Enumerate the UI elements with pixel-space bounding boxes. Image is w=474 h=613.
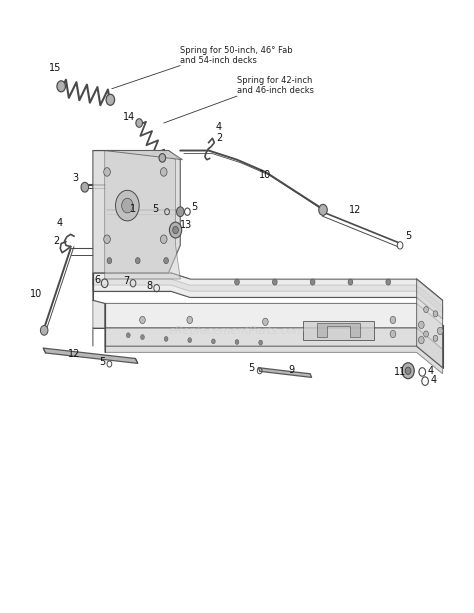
Circle shape xyxy=(310,279,315,285)
Polygon shape xyxy=(258,368,312,378)
Text: Spring for 50-inch, 46° Fab
and 54-inch decks: Spring for 50-inch, 46° Fab and 54-inch … xyxy=(180,45,293,65)
Text: 15: 15 xyxy=(49,63,61,73)
Text: Spring for 42-inch
and 46-inch decks: Spring for 42-inch and 46-inch decks xyxy=(237,76,314,96)
Circle shape xyxy=(164,337,168,341)
Text: 2: 2 xyxy=(216,133,222,143)
Circle shape xyxy=(141,335,145,340)
Text: eReplacementParts.com: eReplacementParts.com xyxy=(169,326,305,336)
Circle shape xyxy=(390,316,396,324)
Circle shape xyxy=(57,81,65,92)
Circle shape xyxy=(211,339,215,344)
Circle shape xyxy=(176,207,184,216)
Circle shape xyxy=(81,182,89,192)
Circle shape xyxy=(40,326,48,335)
Circle shape xyxy=(424,306,428,313)
Circle shape xyxy=(273,279,277,285)
Text: 12: 12 xyxy=(349,205,361,216)
Text: 14: 14 xyxy=(123,112,136,122)
Text: 4: 4 xyxy=(57,218,63,227)
Circle shape xyxy=(187,316,192,324)
Circle shape xyxy=(169,222,182,238)
Text: 5: 5 xyxy=(405,231,411,241)
Circle shape xyxy=(160,168,167,176)
Circle shape xyxy=(405,367,411,375)
Circle shape xyxy=(259,340,263,345)
Text: 9: 9 xyxy=(288,365,294,375)
Text: 3: 3 xyxy=(73,173,78,183)
Polygon shape xyxy=(93,273,443,319)
Polygon shape xyxy=(105,151,180,279)
Circle shape xyxy=(104,235,110,243)
Text: 4: 4 xyxy=(430,375,437,385)
Circle shape xyxy=(106,94,115,105)
Circle shape xyxy=(348,279,353,285)
Polygon shape xyxy=(93,151,180,273)
Polygon shape xyxy=(93,151,182,160)
Text: 10: 10 xyxy=(30,289,42,299)
Text: 6: 6 xyxy=(94,275,100,285)
Circle shape xyxy=(136,257,140,264)
Text: 4: 4 xyxy=(216,123,222,132)
Circle shape xyxy=(402,363,414,379)
Text: 8: 8 xyxy=(146,281,153,291)
Circle shape xyxy=(122,198,133,213)
Text: 11: 11 xyxy=(394,367,406,377)
Polygon shape xyxy=(93,273,105,346)
Polygon shape xyxy=(105,346,443,374)
Circle shape xyxy=(433,311,438,317)
Circle shape xyxy=(160,235,167,243)
Polygon shape xyxy=(105,328,443,368)
Circle shape xyxy=(136,119,143,128)
Text: 12: 12 xyxy=(68,349,80,359)
Polygon shape xyxy=(43,348,138,364)
Polygon shape xyxy=(105,303,443,349)
Text: 1: 1 xyxy=(130,204,136,214)
Circle shape xyxy=(419,321,424,329)
Text: 5: 5 xyxy=(191,202,198,212)
Text: 5: 5 xyxy=(153,204,159,214)
Circle shape xyxy=(433,335,438,341)
Circle shape xyxy=(235,279,239,285)
Polygon shape xyxy=(318,323,360,337)
Text: 4: 4 xyxy=(428,366,434,376)
Polygon shape xyxy=(303,321,374,340)
Circle shape xyxy=(140,316,146,324)
Circle shape xyxy=(173,226,178,234)
Text: 2: 2 xyxy=(54,236,60,246)
Circle shape xyxy=(159,154,165,162)
Circle shape xyxy=(164,257,168,264)
Text: 7: 7 xyxy=(123,276,129,286)
Polygon shape xyxy=(93,279,443,313)
Text: 10: 10 xyxy=(259,170,272,180)
Text: 13: 13 xyxy=(180,220,192,230)
Circle shape xyxy=(116,190,139,221)
Circle shape xyxy=(104,168,110,176)
Circle shape xyxy=(107,257,112,264)
Circle shape xyxy=(235,340,239,345)
Circle shape xyxy=(419,337,424,344)
Circle shape xyxy=(263,318,268,326)
Circle shape xyxy=(390,330,396,338)
Polygon shape xyxy=(417,279,443,368)
Text: 5: 5 xyxy=(248,364,255,373)
Circle shape xyxy=(319,204,327,215)
Circle shape xyxy=(438,327,443,335)
Circle shape xyxy=(127,333,130,338)
Text: 5: 5 xyxy=(99,357,105,367)
Circle shape xyxy=(386,279,391,285)
Circle shape xyxy=(424,331,428,337)
Circle shape xyxy=(188,338,191,343)
